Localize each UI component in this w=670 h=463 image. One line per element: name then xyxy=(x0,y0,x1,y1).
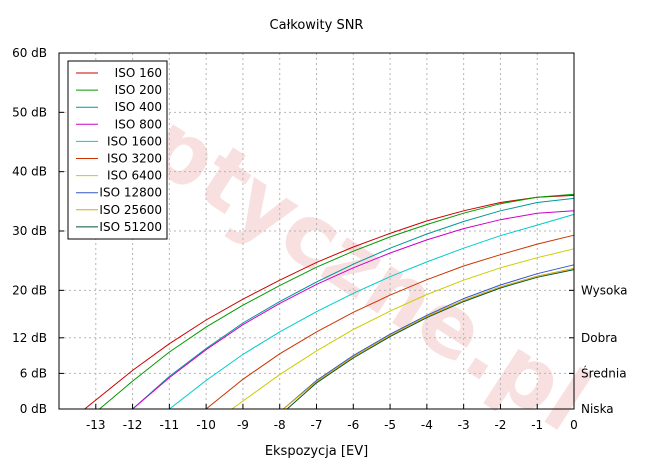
x-tick-label: -11 xyxy=(160,418,180,432)
y-tick-label: 12 dB xyxy=(12,331,47,345)
x-tick-label: -3 xyxy=(458,418,470,432)
legend-label: ISO 1600 xyxy=(107,134,162,148)
legend-label: ISO 200 xyxy=(115,83,162,97)
x-axis-label: Ekspozycja [EV] xyxy=(265,444,368,459)
legend-label: ISO 51200 xyxy=(99,220,162,234)
x-tick-label: -8 xyxy=(274,418,286,432)
x-tick-label: -4 xyxy=(421,418,433,432)
legend-label: ISO 160 xyxy=(115,66,162,80)
x-tick-label: -10 xyxy=(196,418,216,432)
x-tick-label: -9 xyxy=(237,418,249,432)
y-tick-label: 40 dB xyxy=(12,165,47,179)
x-axis: -13 -12 -11 -10 -9 -8 -7 -6 -5 -4 -3 -2 -1 0 xyxy=(86,404,578,432)
series-line xyxy=(169,213,575,410)
quality-label: Średnia xyxy=(581,365,627,380)
x-tick-label: -12 xyxy=(123,418,143,432)
legend: ISO 160 ISO 200 ISO 400 ISO 800 ISO 1600 ISO … xyxy=(67,60,168,240)
series-line xyxy=(99,193,575,410)
legend-label: ISO 400 xyxy=(115,100,162,114)
legend-label: ISO 6400 xyxy=(107,169,162,183)
y-tick-label: 0 dB xyxy=(20,402,47,416)
x-tick-label: -6 xyxy=(347,418,359,432)
x-tick-label: -1 xyxy=(531,418,543,432)
series-line xyxy=(283,267,575,410)
quality-label: Niska xyxy=(581,402,614,416)
x-tick-label: -2 xyxy=(494,418,506,432)
x-tick-label: 0 xyxy=(570,418,578,432)
legend-label: ISO 3200 xyxy=(107,152,162,166)
y-tick-label: 60 dB xyxy=(12,46,47,60)
series-line xyxy=(132,197,575,410)
y-tick-label: 30 dB xyxy=(12,224,47,238)
y-tick-label: 20 dB xyxy=(12,283,47,297)
series-line xyxy=(205,234,575,410)
series-line xyxy=(132,210,575,410)
quality-label: Dobra xyxy=(581,331,618,345)
y-axis: 0 dB 6 dB 12 dB 20 dB 30 dB 40 dB 50 dB 60 dB xyxy=(12,46,64,416)
x-tick-label: -7 xyxy=(311,418,323,432)
quality-labels: Niska Średnia Dobra Wysoka xyxy=(569,283,627,416)
series-line xyxy=(84,194,575,410)
legend-label: ISO 25600 xyxy=(99,203,162,217)
legend-label: ISO 12800 xyxy=(99,186,162,200)
series-line xyxy=(283,264,575,410)
quality-label: Wysoka xyxy=(581,283,627,297)
series-line xyxy=(286,269,575,410)
x-tick-label: -13 xyxy=(86,418,106,432)
series-layer xyxy=(84,193,575,410)
legend-label: ISO 800 xyxy=(115,117,162,131)
series-line xyxy=(231,248,575,410)
x-tick-label: -5 xyxy=(384,418,396,432)
y-tick-label: 50 dB xyxy=(12,105,47,119)
y-tick-label: 6 dB xyxy=(20,366,47,380)
chart-title: Całkowity SNR xyxy=(270,18,364,33)
